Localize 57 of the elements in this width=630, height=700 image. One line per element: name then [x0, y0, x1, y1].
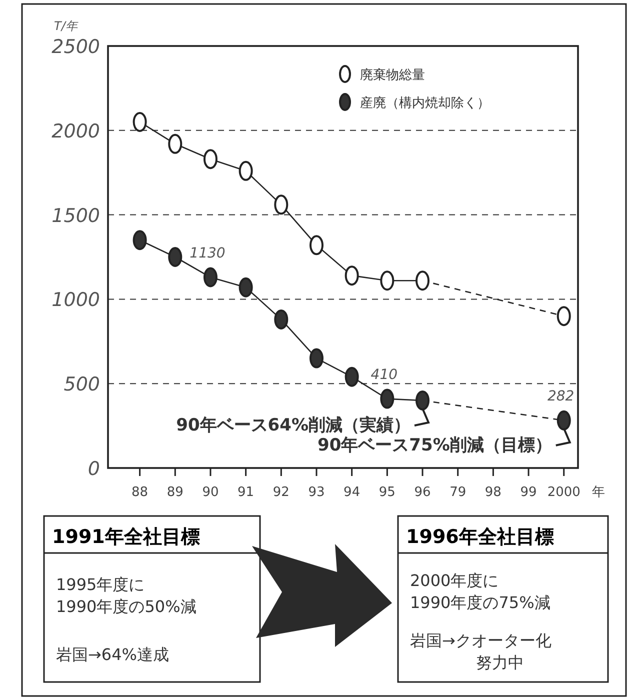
x-tick-label: 89 [166, 485, 184, 500]
data-label: 282 [547, 388, 574, 404]
point [274, 309, 288, 330]
x-tick-label: 93 [308, 485, 325, 500]
point [344, 266, 359, 286]
point [416, 270, 430, 291]
point [132, 230, 147, 250]
text: 1995年度に [56, 575, 145, 594]
x-tick-label: 79 [450, 485, 466, 500]
point [309, 235, 324, 256]
point [309, 348, 324, 368]
point [168, 134, 182, 154]
x-tick-label: 96 [414, 485, 431, 500]
legend-label: 廃棄物総量 [360, 67, 425, 83]
data-label: 410 [370, 366, 398, 383]
text: 努力中 [476, 653, 524, 672]
y-tick-label: 500 [64, 374, 100, 396]
point [380, 270, 394, 291]
text: 1990年度の75%減 [410, 593, 550, 612]
point [416, 390, 430, 410]
point [238, 277, 253, 298]
x-tick-label: 98 [484, 485, 502, 500]
text: 岩国→64%達成 [56, 645, 169, 664]
x-tick-label: 94 [344, 485, 360, 500]
point [168, 247, 182, 267]
x-tick-label: 2000 [547, 485, 580, 500]
text: 岩国→クオーター化 [410, 631, 552, 650]
x-tick-label: 99 [520, 485, 537, 500]
data-label: 1130 [190, 245, 226, 262]
y-tick-label: 0 [88, 458, 100, 480]
point [203, 267, 218, 288]
annotation: 90年ベース64%削減（実績） [176, 415, 411, 436]
y-tick-label: 2000 [52, 120, 100, 142]
x-tick-label: 92 [272, 485, 290, 500]
point [344, 366, 359, 387]
x-axis-title: 年 [592, 485, 605, 500]
x-tick-label: 95 [378, 485, 396, 500]
text: 1990年度の50%減 [56, 597, 196, 616]
y-tick-label: 1500 [52, 204, 100, 227]
y-tick-label: 2500 [52, 36, 100, 58]
annotation: 90年ベース75%削減（目標） [318, 435, 552, 456]
point [238, 160, 253, 181]
point [203, 149, 218, 170]
point [556, 306, 571, 326]
point [380, 388, 394, 409]
legend-label: 産廃（構内焼却除く） [360, 95, 490, 111]
text: 1996年全社目標 [406, 526, 554, 548]
point [274, 194, 288, 215]
point [556, 410, 571, 430]
text: 1991年全社目標 [52, 526, 200, 548]
point [132, 112, 147, 132]
x-tick-label: 90 [202, 485, 219, 500]
text: 2000年度に [410, 571, 499, 590]
x-tick-label: 91 [238, 485, 254, 500]
y-tick-label: 1000 [52, 289, 100, 312]
y-axis-title: T/年 [54, 19, 78, 33]
x-tick-label: 88 [132, 485, 148, 500]
